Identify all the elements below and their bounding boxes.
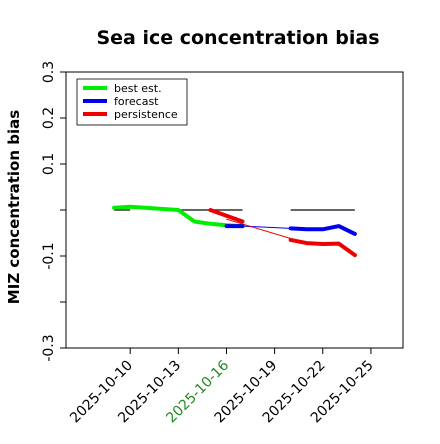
series-line-persistence-link — [226, 218, 292, 239]
y-tick-label: 0.3 — [41, 61, 57, 83]
chart-title: Sea ice concentration bias — [96, 27, 379, 49]
y-tick-label: -0.1 — [41, 242, 57, 269]
series-line-persistence — [288, 237, 357, 258]
y-tick-label: -0.3 — [41, 334, 57, 361]
y-tick-label: 0.1 — [41, 153, 57, 175]
y-axis-label: MIZ concentration bias — [5, 110, 23, 304]
legend-label: persistence — [114, 108, 178, 121]
legend-label: forecast — [114, 95, 159, 108]
legend-label: best est. — [114, 82, 162, 95]
series-line-forecast — [288, 224, 357, 236]
series-line-persistence — [208, 208, 245, 224]
y-tick-label: 0.2 — [41, 107, 57, 129]
series-layer — [112, 204, 357, 258]
